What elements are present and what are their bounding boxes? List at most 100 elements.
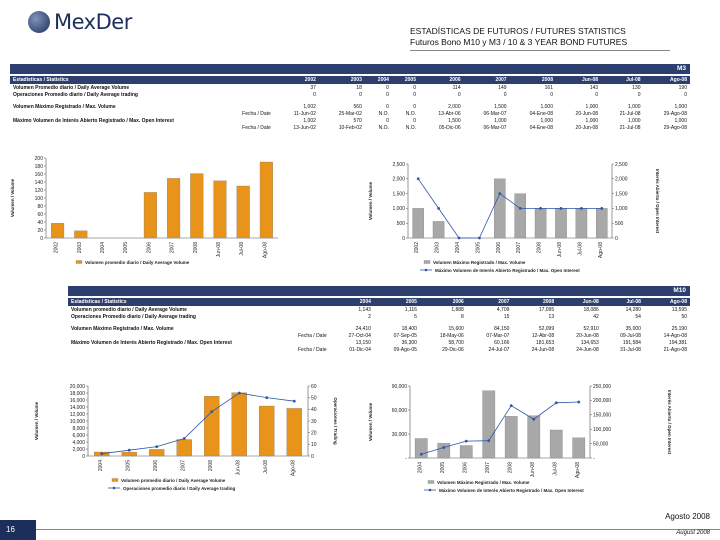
table-cell: Volumen Promedio diario / Daily Average …	[13, 84, 130, 91]
column-header: Estadísticas / Statistics	[68, 298, 330, 306]
table-cell: 07-Sep-05	[393, 332, 417, 339]
table-cell: 52,099	[538, 325, 555, 332]
x-tick-label: 2005	[440, 462, 446, 473]
bar	[259, 405, 275, 457]
x-tick-label: 2008	[193, 242, 199, 253]
table-cell: 06-Mar-07	[483, 110, 507, 117]
bar	[149, 449, 165, 457]
x-tick-label: 2005	[475, 242, 481, 253]
table-cell: 24-Jul-07	[488, 346, 510, 353]
x-tick-label: 2004	[100, 242, 106, 253]
globe-icon	[28, 11, 50, 33]
line-point	[419, 452, 423, 456]
table-cell: 58,700	[448, 339, 464, 346]
table-cell: 18,400	[401, 325, 417, 332]
bar	[494, 178, 506, 239]
bar	[437, 443, 451, 459]
table-cell: 29-Ago-08	[663, 124, 687, 131]
legend-label: Volumen Máximo Registrado / Max. Volume	[437, 480, 530, 485]
y-axis-title: Volumen / Volume	[10, 178, 15, 217]
y-axis-title: Volumen / Volume	[34, 401, 39, 440]
table-cell: 13	[548, 313, 555, 320]
table-cell: 24,410	[355, 325, 371, 332]
y-tick-label: 8,000	[72, 426, 85, 432]
table-cell: 37	[310, 84, 316, 91]
y-tick-label: 6,000	[72, 433, 85, 439]
y-right-tick-label: 100,000	[593, 427, 611, 433]
table-cell: 0	[386, 91, 389, 98]
table-row: Operaciones Promedio diario / Daily Aver…	[10, 91, 690, 98]
legend-label: Volumen promedio diario / Daily Average …	[121, 478, 226, 483]
x-tick-label: 2004	[417, 462, 423, 473]
x-tick-label: 2008	[208, 460, 214, 471]
table-cell: 25-Mar-02	[338, 110, 362, 117]
y-right-tick-label: 0	[615, 236, 618, 242]
x-tick-label: Ago-08	[598, 242, 604, 258]
line-point	[498, 192, 502, 195]
footer-date-en: August 2008	[676, 530, 710, 536]
table-cell: Volumen Máximo Registrado / Max. Volume	[71, 325, 174, 332]
column-header: Estadísticas / Statistics	[10, 76, 274, 84]
bar	[236, 185, 250, 239]
column-header: Jun-08	[555, 76, 602, 84]
subtitle-line: Futuros Bono M10 y M3 / 10 & 3 YEAR BOND…	[410, 37, 628, 47]
x-tick-label: 2005	[125, 460, 131, 471]
x-tick-label: 2003	[435, 242, 441, 253]
legend-swatch	[75, 260, 83, 264]
column-header: 2002	[273, 76, 319, 84]
x-tick-label: Jul-08	[239, 242, 245, 256]
line-point	[416, 177, 420, 181]
y-tick-label: 2,500	[392, 162, 405, 168]
line-point	[539, 207, 542, 210]
table-cell: 29-Dic-06	[442, 346, 464, 353]
line-point	[532, 417, 536, 421]
table-cell: 1,002	[303, 103, 316, 110]
table-cell: 14,280	[625, 306, 641, 313]
m10-section-tag: M10	[68, 286, 690, 296]
y-tick-label: -	[405, 456, 407, 462]
y-tick-label: 20	[37, 228, 43, 234]
table-cell: 191,584	[622, 339, 641, 346]
table-cell: 0	[386, 117, 389, 124]
line-point	[237, 391, 241, 395]
bar	[190, 173, 204, 239]
m3-max-chart: 0 500 1,000 1,500 2,000 2,500 0 500 1,000 1,500 2,…	[368, 162, 660, 273]
legend-swatch	[427, 480, 435, 484]
table-cell: 0	[595, 91, 599, 98]
bar	[549, 429, 563, 459]
y-right-tick-label: 2,000	[615, 177, 628, 183]
m10-volume-chart: 02,0004,0006,0008,00010,00012,00014,0001…	[34, 384, 338, 491]
table-cell: 18-May-06	[439, 332, 464, 339]
line-point	[600, 207, 604, 210]
y-right-tick-label: 500	[615, 221, 624, 227]
bar	[514, 193, 526, 239]
table-cell: 09-Ago-05	[393, 346, 417, 353]
table-cell: 1,000	[540, 103, 553, 110]
bar	[121, 451, 137, 457]
table-cell: 42	[593, 313, 599, 320]
bar	[213, 180, 227, 239]
line-point	[559, 207, 563, 210]
y-tick-label: 18,000	[70, 391, 86, 397]
column-header: 2008	[512, 298, 558, 306]
y-tick-label: 10,000	[70, 419, 86, 425]
header-divider	[410, 50, 670, 51]
bar	[143, 192, 157, 239]
line-point	[554, 401, 558, 405]
y-tick-label: 0	[40, 236, 43, 242]
legend-label: Volumen promedio diario / Daily Average …	[85, 260, 190, 265]
y-tick-label: 80	[37, 204, 43, 210]
table-cell: 25,190	[671, 325, 687, 332]
table-cell: 570	[353, 117, 362, 124]
legend-label: Máximo Volumen de Interés Abierto Regist…	[439, 488, 584, 493]
y-tick-label: 4,000	[72, 440, 85, 446]
y-right-tick-label: 40	[311, 407, 317, 413]
bar	[176, 439, 192, 457]
column-header: Jul-08	[601, 76, 644, 84]
x-tick-label: Jul-08	[577, 242, 583, 256]
line-point	[155, 445, 159, 449]
x-tick-label: Ago-08	[262, 242, 268, 258]
table-cell: 0	[413, 117, 416, 124]
x-tick-label: 2008	[507, 462, 513, 473]
table-cell: 13,150	[355, 339, 371, 346]
